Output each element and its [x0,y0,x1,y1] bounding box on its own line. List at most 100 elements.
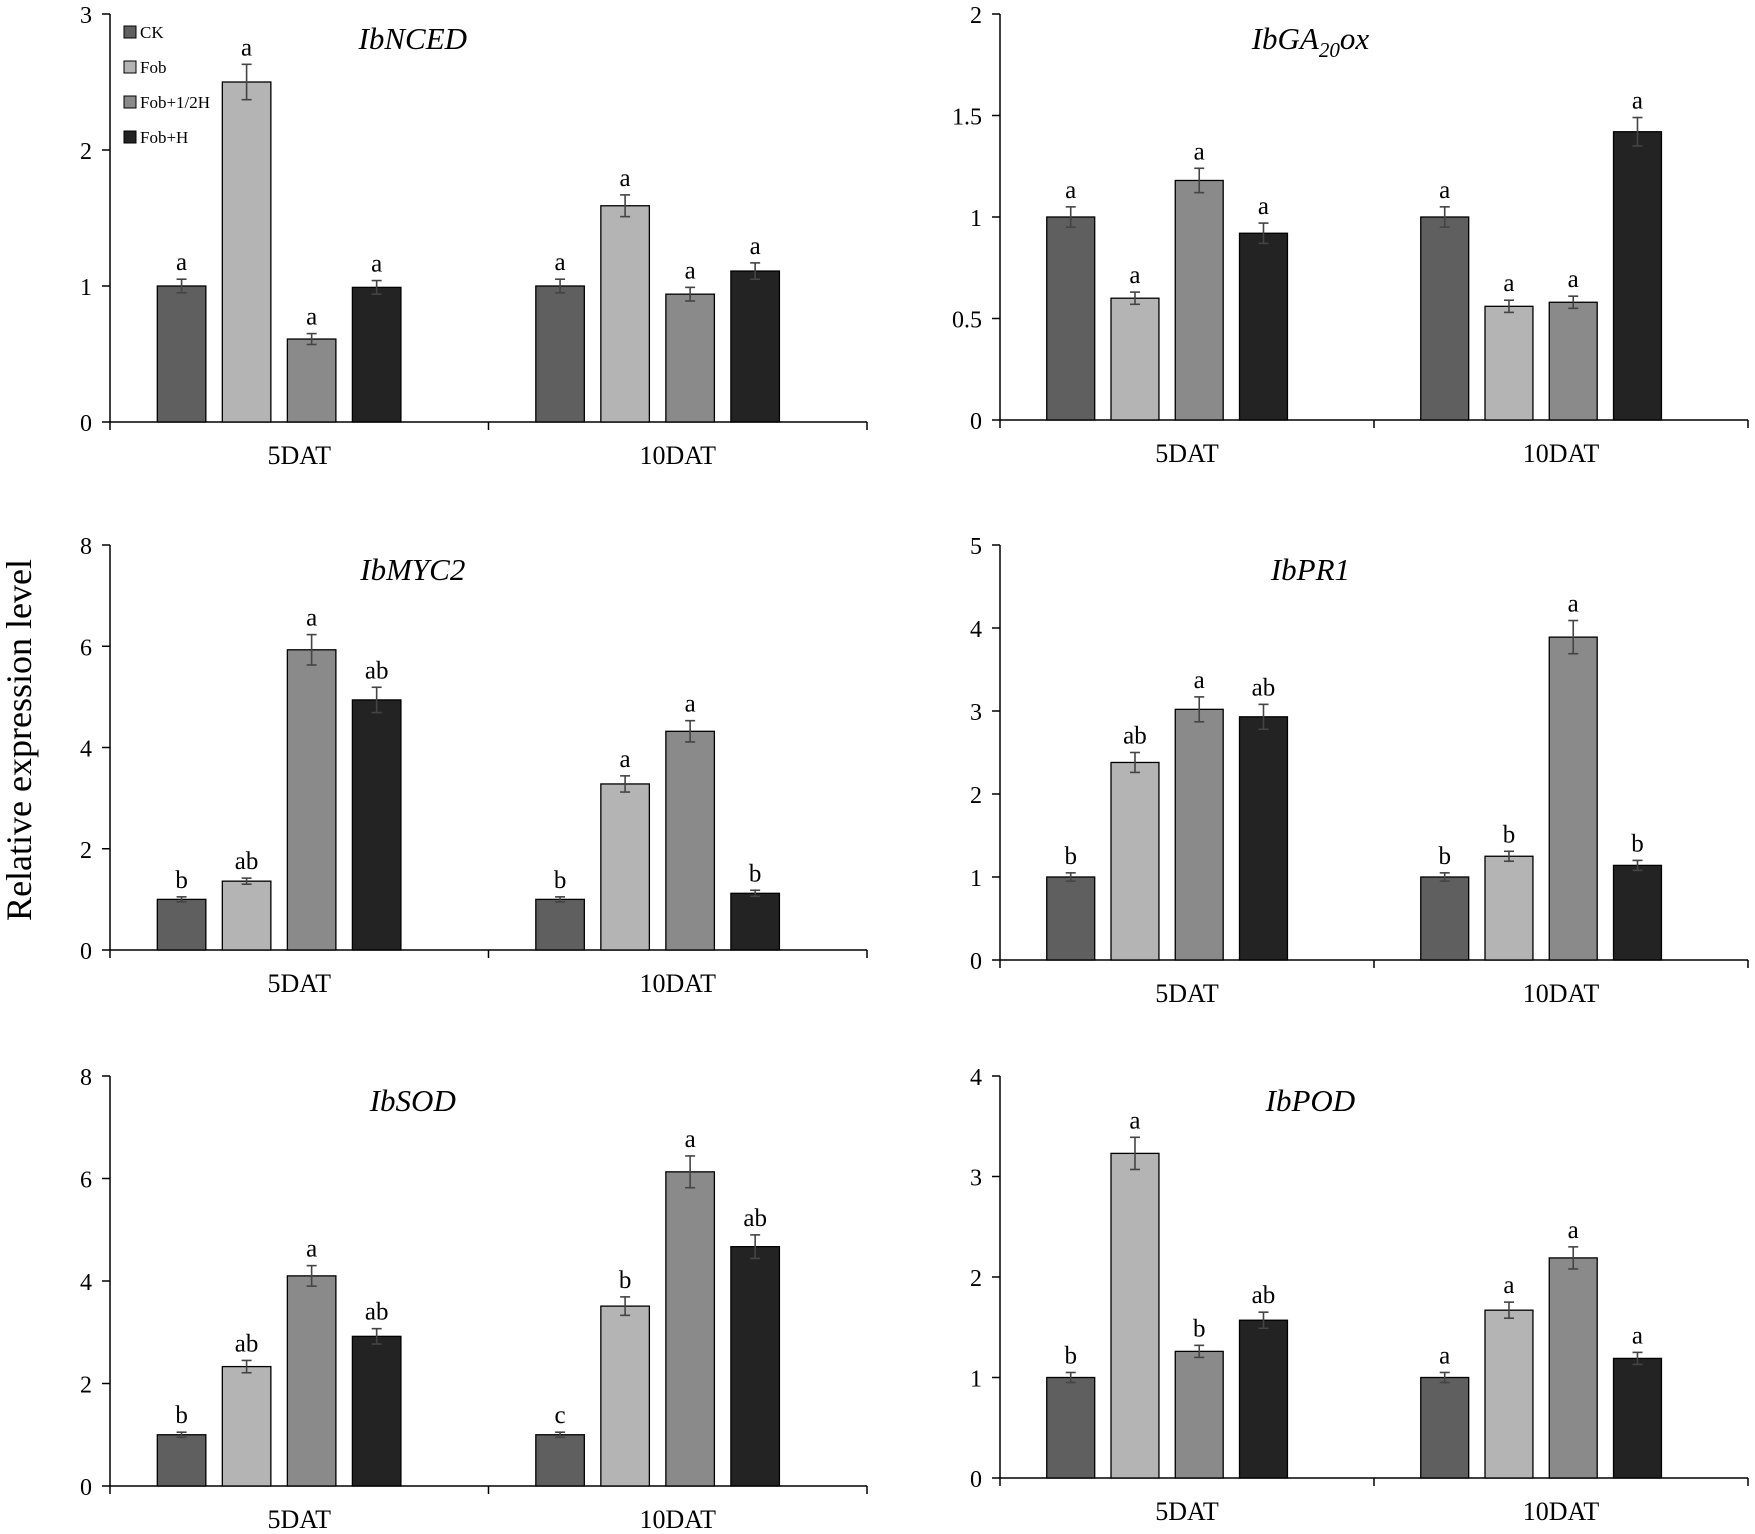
significance-label: b [1438,843,1451,870]
bar [1110,761,1160,961]
bar [1484,855,1534,961]
legend-label: Fob+H [140,128,188,147]
chart-title: IbGA20ox [1251,21,1370,62]
y-tick-label: 0 [80,939,92,965]
x-tick-label: 10DAT [1523,439,1600,468]
significance-label: b [619,1267,632,1294]
legend-swatch [123,95,137,109]
chart-title-main: IbPR1 [1270,552,1350,587]
significance-label: b [175,867,188,894]
significance-label: a [241,34,252,61]
y-tick-label: 2 [970,783,982,809]
bar [1238,232,1289,421]
significance-label: a [620,165,631,192]
bar [351,1335,402,1487]
y-tick-label: 2 [970,3,982,29]
bar [1420,1376,1470,1479]
y-tick-label: 2 [80,1373,92,1399]
significance-label: a [1632,88,1643,115]
chart-title-main: IbGA [1251,21,1320,56]
shared-y-axis-label: Relative expression level [0,559,39,921]
bar [665,293,716,423]
y-tick-label: 2 [970,1266,982,1292]
chart-panel-4: 0 2 4 6 8 5DAT 10DAT IbSOD b ab a ab c b a ab [80,1065,868,1534]
bar [221,880,272,951]
legend-swatch [123,130,137,144]
x-tick-label: 5DAT [267,1505,331,1534]
significance-label: c [555,1402,566,1429]
significance-label: b [1631,830,1644,857]
bar [1612,864,1663,961]
y-tick-label: 1 [970,1367,982,1393]
y-tick-label: 3 [970,700,982,726]
significance-label: ab [365,1299,389,1326]
chart-title: IbMYC2 [359,552,465,587]
significance-label: a [750,233,761,260]
bar [286,649,337,951]
significance-label: a [1065,177,1076,204]
significance-label: ab [743,1205,767,1232]
x-tick-label: 10DAT [1523,979,1600,1008]
significance-label: b [1064,843,1077,870]
significance-label: b [1503,821,1516,848]
x-tick-label: 5DAT [1155,439,1219,468]
bar [600,205,651,423]
significance-label: a [371,251,382,278]
significance-label: a [1129,262,1140,289]
significance-label: a [685,1126,696,1153]
y-tick-label: 6 [80,1168,92,1194]
bar [351,286,402,423]
x-tick-label: 10DAT [639,441,716,470]
bar [1110,297,1160,421]
significance-label: ab [365,657,389,684]
chart-title: IbNCED [358,21,468,56]
significance-label: a [1129,1107,1140,1134]
significance-label: ab [1252,1282,1276,1309]
y-tick-label: 0 [80,1475,92,1501]
legend-label: CK [140,23,164,42]
chart-panel-1: 0 0.5 1 1.5 2 5DAT 10DAT IbGA20ox a a a a a a a a [952,3,1749,468]
x-tick-label: 5DAT [1155,1497,1219,1526]
significance-label: ab [235,848,259,875]
significance-label: a [685,257,696,284]
x-tick-label: 5DAT [267,969,331,998]
legend-swatch [123,25,137,39]
chart-title-subscript: 20 [1319,38,1341,62]
significance-label: a [1568,266,1579,293]
bar [1612,131,1663,421]
significance-label: a [1568,591,1579,618]
bar [1612,1357,1663,1479]
y-tick-label: 6 [80,635,92,661]
panels: 0 1 2 3 5DAT 10DAT IbNCED a a a a a a a a CK Fob Fob+1/2H… [80,3,1749,1534]
y-tick-label: 4 [80,1270,92,1296]
y-tick-label: 3 [80,3,92,29]
bar [535,1434,585,1487]
bar [221,1365,272,1487]
bar [156,285,207,423]
significance-label: a [620,746,631,773]
y-tick-label: 0 [970,949,982,975]
bar [1238,1319,1289,1479]
significance-label: a [1632,1322,1643,1349]
bar [351,699,402,951]
bar [600,783,651,951]
bar [1548,1257,1598,1479]
y-tick-label: 2 [80,139,92,165]
y-tick-label: 1 [80,275,92,301]
bar [1420,216,1470,421]
y-tick-label: 4 [970,1065,982,1091]
x-tick-label: 10DAT [639,1505,716,1534]
significance-label: a [1258,193,1269,220]
bar [730,270,781,423]
bar [1174,179,1224,421]
bar [1484,1309,1534,1479]
y-tick-label: 1.5 [952,105,982,131]
significance-label: a [306,1236,317,1263]
x-tick-label: 10DAT [639,969,716,998]
chart-title: IbPOD [1265,1083,1356,1118]
significance-label: a [1503,270,1514,297]
y-tick-label: 0 [80,411,92,437]
bar [156,898,207,951]
